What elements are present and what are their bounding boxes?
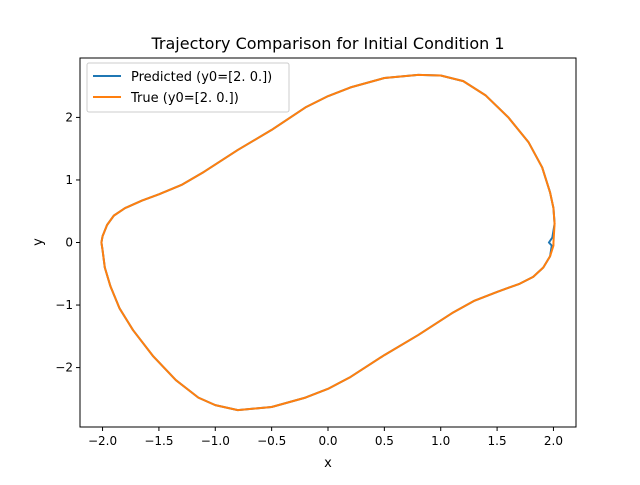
y-tick-label: 1: [65, 173, 73, 187]
y-axis-label: y: [31, 238, 46, 246]
y-tick-label: 2: [65, 110, 73, 124]
x-tick-label: −1.0: [201, 434, 230, 448]
legend-label-true: True (y0=[2. 0.]): [130, 91, 239, 106]
legend-box: [86, 62, 290, 113]
x-tick-label: 0.5: [375, 434, 394, 448]
x-axis-label: x: [324, 456, 332, 471]
x-tick-label: 1.5: [488, 434, 507, 448]
x-tick-label: −2.0: [88, 434, 117, 448]
x-tick-label: −1.5: [144, 434, 173, 448]
x-axis: −2.0 −1.5 −1.0 −0.5 0.0 0.5 1.0 1.5 2.0: [88, 427, 563, 448]
chart-title: Trajectory Comparison for Initial Condit…: [150, 34, 504, 53]
x-tick-label: −0.5: [257, 434, 286, 448]
y-tick-label: 0: [65, 236, 73, 250]
x-tick-label: 1.0: [431, 434, 450, 448]
legend-label-predicted: Predicted (y0=[2. 0.]): [131, 70, 272, 85]
y-tick-label: −2: [55, 361, 73, 375]
x-tick-label: 0.0: [318, 434, 337, 448]
series-line-true: [100, 73, 556, 412]
series-layer: [100, 73, 556, 412]
y-tick-label: −1: [55, 298, 73, 312]
x-tick-label: 2.0: [544, 434, 563, 448]
y-axis: −2 −1 0 1 2: [55, 110, 80, 375]
legend: Predicted (y0=[2. 0.]) True (y0=[2. 0.]): [86, 62, 290, 113]
